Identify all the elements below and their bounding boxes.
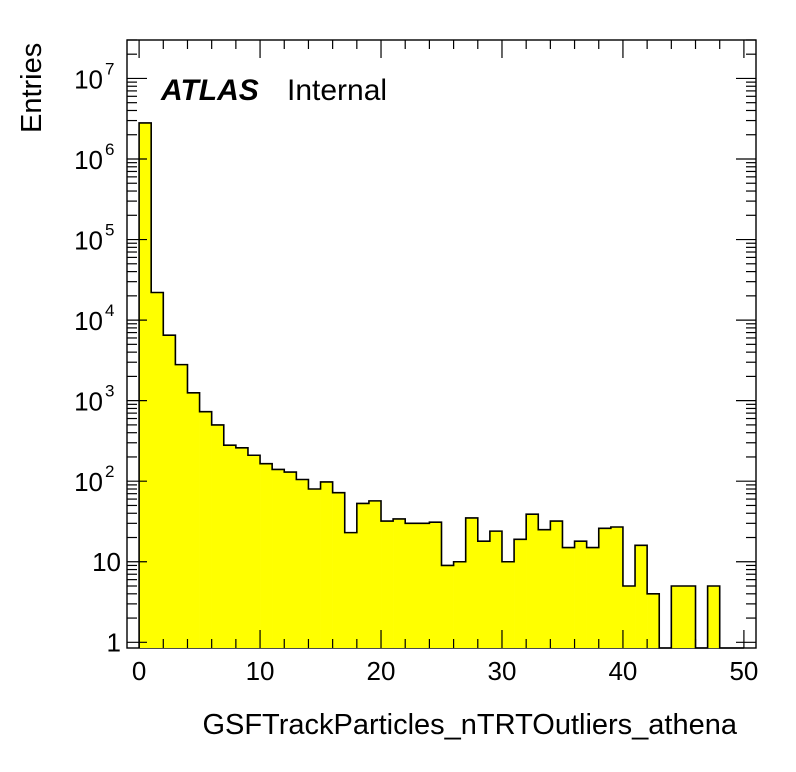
x-tick-label: 40: [608, 656, 637, 686]
histogram-bin: [235, 447, 249, 648]
axis-ticks: [127, 39, 756, 648]
histogram-bin: [405, 523, 418, 648]
histogram-bars: [139, 122, 721, 649]
y-tick-exponent: 5: [105, 221, 114, 240]
histogram-bin: [465, 517, 479, 648]
histogram-bin: [308, 489, 321, 648]
x-tick-labels: 0 10 20 30 40 50: [132, 656, 759, 686]
histogram-bin: [199, 411, 212, 648]
x-tick-label: 20: [367, 656, 396, 686]
y-tick-label: 10: [74, 387, 103, 417]
histogram-bin: [526, 514, 539, 648]
x-tick-label: 50: [729, 656, 758, 686]
y-tick-exponent: 7: [105, 59, 114, 78]
histogram-bin: [223, 445, 237, 648]
histogram-bin: [139, 122, 152, 649]
histogram-bin: [163, 335, 176, 648]
histogram-bin: [538, 529, 551, 648]
histogram-bin: [635, 545, 648, 648]
histogram-bin: [417, 523, 430, 648]
y-tick-exponent: 2: [105, 462, 114, 481]
y-tick-label: 10: [92, 547, 121, 577]
histogram-bin: [393, 518, 406, 648]
y-axis-title: Entries: [16, 43, 48, 133]
y-tick-exponent: 3: [105, 382, 114, 401]
y-tick-exponent: 6: [105, 140, 114, 159]
histogram-bin: [320, 481, 333, 648]
histogram-bin: [441, 565, 454, 648]
y-tick-label: 10: [74, 64, 103, 94]
histogram-bin: [550, 521, 563, 648]
atlas-label: ATLAS: [160, 74, 259, 107]
histogram-bin: [356, 503, 370, 648]
histogram-bin: [586, 547, 600, 648]
histogram-bin: [381, 521, 394, 648]
histogram-bin: [477, 541, 491, 648]
histogram-outline: [138, 122, 744, 649]
y-tick-label: 10: [74, 306, 103, 336]
histogram-bin: [332, 492, 346, 648]
internal-label: Internal: [287, 74, 387, 107]
y-tick-label: 10: [74, 145, 103, 175]
histogram-bin: [514, 539, 527, 648]
histogram-bin: [187, 392, 200, 648]
x-axis-title: GSFTrackParticles_nTRTOutliers_athena: [202, 709, 737, 741]
histogram-bin: [707, 586, 721, 648]
histogram-bin: [272, 469, 285, 648]
y-tick-exponent: 4: [105, 301, 114, 320]
y-tick-label: 10: [74, 467, 103, 497]
y-tick-label: 10: [74, 226, 103, 256]
x-tick-label: 30: [488, 656, 517, 686]
histogram-bin: [175, 364, 188, 648]
histogram-bin: [344, 532, 358, 648]
histogram-bin: [501, 561, 515, 648]
histogram-bin: [610, 527, 624, 648]
histogram-bin: [671, 586, 684, 648]
histogram-bin: [683, 586, 696, 648]
histogram-bin: [622, 586, 636, 648]
y-tick-label: 1: [107, 627, 121, 657]
histogram-bin: [151, 292, 164, 648]
histogram-bin: [211, 424, 225, 648]
histogram-bin: [562, 547, 575, 648]
histogram-bin: [429, 522, 442, 648]
x-tick-label: 10: [246, 656, 275, 686]
histogram-bin: [574, 541, 587, 648]
histogram-bin: [368, 500, 382, 648]
histogram-bin: [489, 531, 503, 648]
histogram-bin: [284, 472, 297, 648]
histogram-bin: [247, 455, 261, 648]
histogram-bin: [260, 463, 273, 648]
histogram-bin: [647, 593, 660, 648]
histogram-bin: [598, 528, 612, 648]
histogram-bin: [453, 561, 466, 648]
x-tick-label: 0: [132, 656, 146, 686]
histogram-bin: [296, 479, 309, 648]
